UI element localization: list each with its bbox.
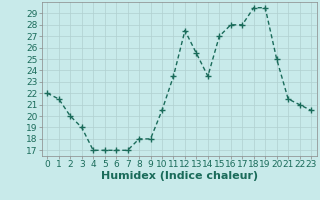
X-axis label: Humidex (Indice chaleur): Humidex (Indice chaleur) bbox=[100, 171, 258, 181]
